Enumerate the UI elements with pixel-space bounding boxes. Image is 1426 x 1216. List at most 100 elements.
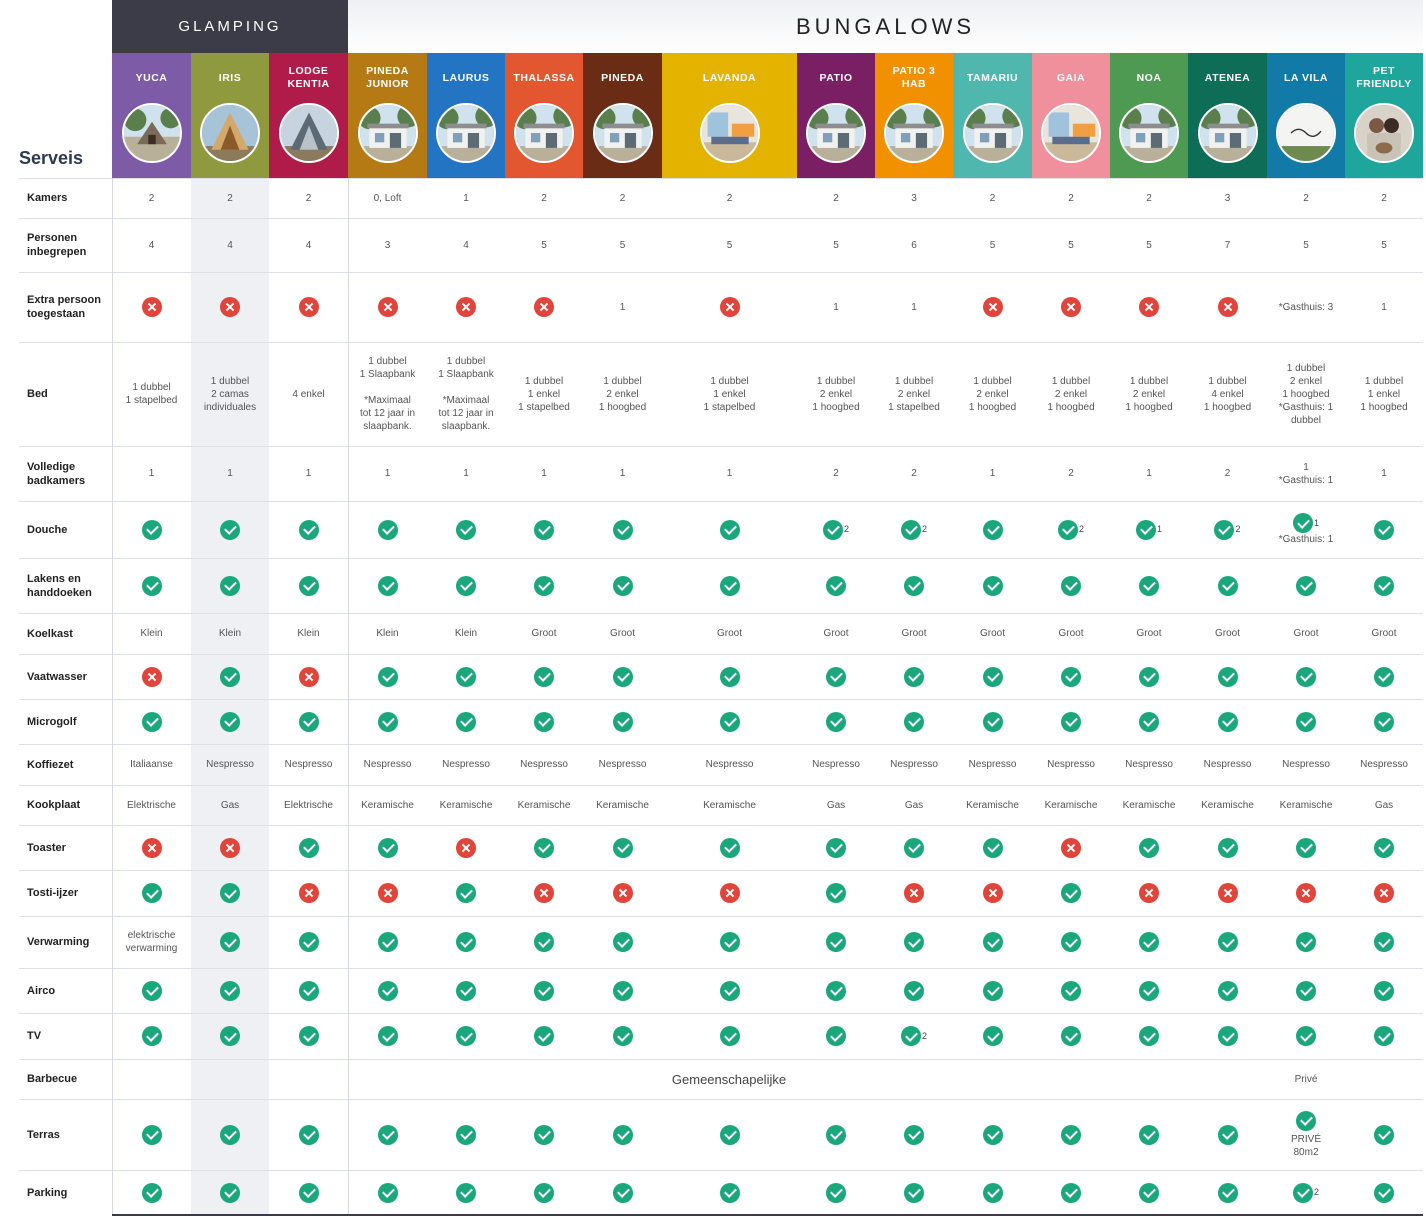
table-cell bbox=[191, 825, 269, 870]
table-cell: 2 bbox=[875, 1013, 953, 1059]
table-cell bbox=[112, 825, 191, 870]
row-label: Toaster bbox=[27, 841, 66, 854]
check-icon bbox=[456, 1026, 476, 1046]
column-header-tamariu[interactable]: TAMARIU bbox=[953, 53, 1032, 178]
table-cell bbox=[797, 654, 875, 699]
cell-text: 1 bbox=[463, 192, 469, 204]
row-label: Koffiezet bbox=[27, 758, 74, 771]
accommodation-name: PATIO 3 HAB bbox=[892, 65, 936, 90]
cell-text: Klein bbox=[454, 628, 478, 639]
table-cell bbox=[583, 968, 662, 1013]
column-header-pineda-junior[interactable]: PINEDA JUNIOR bbox=[348, 53, 427, 178]
table-cell: 1 bbox=[191, 446, 269, 501]
check-icon bbox=[456, 1124, 476, 1145]
table-cell bbox=[875, 1170, 953, 1215]
row-divider bbox=[19, 501, 1423, 502]
table-cell bbox=[1267, 968, 1345, 1013]
table-cell bbox=[662, 968, 797, 1013]
row-divider bbox=[19, 699, 1423, 700]
cell-text: 2 bbox=[911, 468, 917, 479]
cell-text: Elektrische bbox=[284, 799, 333, 811]
column-header-la-vila[interactable]: LA VILA bbox=[1267, 53, 1345, 178]
column-header-lodge-kentia[interactable]: LODGE KENTIA bbox=[269, 53, 348, 178]
cell-text: 2 bbox=[541, 192, 547, 204]
check-icon bbox=[982, 980, 1003, 1001]
cell-text: Groot bbox=[1293, 628, 1319, 639]
cell-text: 2 bbox=[1224, 468, 1231, 479]
table-cell: Nespresso bbox=[662, 744, 797, 785]
column-header-gaia[interactable]: GAIA bbox=[1032, 53, 1110, 178]
table-cell: 1 bbox=[583, 272, 662, 342]
check-icon bbox=[1296, 1026, 1316, 1046]
count-note: 2 bbox=[1078, 524, 1084, 534]
table-cell bbox=[875, 1099, 953, 1170]
accommodation-name: LAURUS bbox=[442, 71, 490, 84]
table-cell bbox=[505, 1013, 583, 1059]
table-cell: 6 bbox=[875, 218, 953, 272]
table-cell: Groot bbox=[1110, 613, 1188, 654]
row-label: Volledige badkamers bbox=[27, 460, 86, 487]
cell-text: Groot bbox=[531, 628, 557, 639]
table-cell bbox=[583, 501, 662, 558]
interior-photo bbox=[1041, 103, 1101, 163]
cell-text: Groot bbox=[979, 628, 1005, 639]
cell-text: 2 bbox=[833, 468, 839, 479]
column-header-patio-3-hab[interactable]: PATIO 3 HAB bbox=[875, 53, 953, 178]
column-header-yuca[interactable]: YUCA bbox=[112, 53, 191, 178]
cell-text: 2 bbox=[1068, 468, 1074, 479]
table-cell: 2 bbox=[191, 178, 269, 218]
table-cell bbox=[953, 1170, 1032, 1215]
column-header-pet-friendly[interactable]: PET FRIENDLY bbox=[1345, 53, 1423, 178]
column-header-pineda[interactable]: PINEDA bbox=[583, 53, 662, 178]
table-cell bbox=[1110, 558, 1188, 613]
group-header-glamping: GLAMPING bbox=[112, 0, 348, 53]
column-header-noa[interactable]: NOA bbox=[1110, 53, 1188, 178]
table-cell: Nespresso bbox=[1110, 744, 1188, 785]
column-header-patio[interactable]: PATIO bbox=[797, 53, 875, 178]
table-cell: 2 bbox=[1267, 1170, 1345, 1215]
table-cell bbox=[953, 558, 1032, 613]
table-cell bbox=[1267, 699, 1345, 744]
column-header-iris[interactable]: IRIS bbox=[191, 53, 269, 178]
a-frame-cabin-photo bbox=[200, 103, 260, 163]
table-cell: 4 bbox=[427, 218, 505, 272]
table-cell bbox=[1032, 1013, 1110, 1059]
table-cell: 2 bbox=[1188, 446, 1267, 501]
row-label: Koelkast bbox=[27, 627, 73, 640]
interior-photo bbox=[699, 103, 760, 163]
check-icon bbox=[377, 711, 398, 732]
column-header-lavanda[interactable]: LAVANDA bbox=[662, 53, 797, 178]
table-cell bbox=[505, 654, 583, 699]
row-divider bbox=[19, 1059, 1423, 1060]
column-header-thalassa[interactable]: THALASSA bbox=[505, 53, 583, 178]
cell-text: Keramische bbox=[966, 799, 1019, 811]
table-cell: Klein bbox=[348, 613, 427, 654]
table-cell: 5 bbox=[505, 218, 583, 272]
table-cell bbox=[191, 1013, 269, 1059]
table-cell bbox=[797, 916, 875, 968]
check-icon bbox=[534, 519, 554, 540]
check-icon bbox=[1139, 711, 1159, 732]
cross-icon bbox=[1374, 883, 1394, 903]
column-header-laurus[interactable]: LAURUS bbox=[427, 53, 505, 178]
column-header-atenea[interactable]: ATENEA bbox=[1188, 53, 1267, 178]
table-cell: Groot bbox=[583, 613, 662, 654]
check-icon bbox=[456, 932, 476, 952]
cell-text: 4 enkel bbox=[292, 388, 325, 400]
table-cell bbox=[797, 870, 875, 916]
cell-text: 1 dubbel 2 enkel 1 stapelbed bbox=[888, 375, 940, 413]
cell-text: Nespresso bbox=[968, 759, 1017, 770]
table-cell: Nespresso bbox=[1188, 744, 1267, 785]
check-icon bbox=[1296, 980, 1316, 1001]
check-icon bbox=[1374, 711, 1394, 732]
row-divider bbox=[19, 446, 1423, 447]
check-icon bbox=[612, 1026, 633, 1046]
table-cell: Groot bbox=[1345, 613, 1423, 654]
table-cell: 1 dubbel 1 enkel 1 stapelbed bbox=[662, 342, 797, 446]
table-cell bbox=[1345, 1013, 1423, 1059]
table-cell bbox=[875, 558, 953, 613]
check-icon bbox=[1061, 980, 1081, 1001]
table-cell bbox=[348, 272, 427, 342]
table-bottom-border bbox=[112, 1214, 1423, 1216]
check-icon bbox=[1296, 837, 1316, 858]
